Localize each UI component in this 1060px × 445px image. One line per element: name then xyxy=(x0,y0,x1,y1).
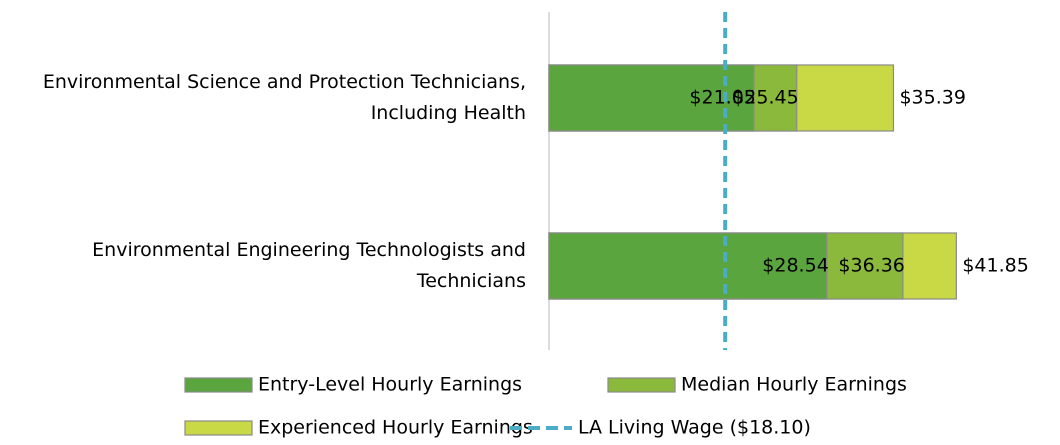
data-label: $36.36 xyxy=(838,255,904,277)
legend-label: Median Hourly Earnings xyxy=(681,374,907,396)
bar xyxy=(548,232,828,300)
data-label: $28.54 xyxy=(762,255,828,277)
bar xyxy=(548,64,755,132)
data-label: $41.85 xyxy=(962,255,1028,277)
data-label: $25.45 xyxy=(732,87,798,109)
legend-swatch xyxy=(184,420,253,436)
data-label: $35.39 xyxy=(899,87,965,109)
legend-swatch xyxy=(184,377,253,393)
legend-label: Experienced Hourly Earnings xyxy=(258,417,533,439)
legend-label: Entry-Level Hourly Earnings xyxy=(258,374,522,396)
category-label: Environmental Science and Protection Tec… xyxy=(42,71,526,124)
category-label: Environmental Engineering Technologists … xyxy=(92,239,526,292)
legend-swatch xyxy=(607,377,676,393)
data-label: $21.05 xyxy=(689,87,755,109)
legend-label: LA Living Wage ($18.10) xyxy=(578,417,811,439)
